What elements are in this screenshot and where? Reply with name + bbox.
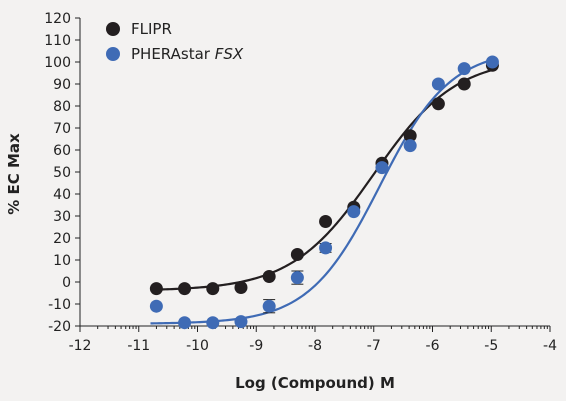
data-point-flipr	[290, 248, 304, 261]
data-point-flipr	[262, 270, 276, 283]
data-point-pherastar-fsx	[234, 315, 248, 329]
legend: FLIPR PHERAstar FSX	[106, 20, 244, 63]
data-point-flipr	[457, 77, 471, 91]
y-tick-label: 70	[53, 121, 71, 137]
legend-marker-flipr	[106, 22, 120, 36]
y-tick-label: 90	[53, 77, 71, 93]
x-tick-label: -6	[426, 338, 440, 354]
x-tick-label: -8	[308, 338, 322, 354]
data-point-pherastar-fsx	[290, 271, 304, 285]
data-point-flipr	[403, 129, 417, 143]
data-point-pherastar-fsx	[431, 77, 445, 91]
y-tick-label: 110	[44, 33, 71, 49]
data-point-pherastar-fsx	[457, 62, 471, 76]
data-point-flipr	[149, 282, 163, 296]
legend-label-pherastar-fsx: PHERAstar FSX	[131, 45, 244, 63]
data-point-pherastar-fsx	[485, 55, 499, 69]
data-point-flipr	[206, 282, 220, 296]
data-point-pherastar-fsx	[262, 299, 276, 313]
data-point-pherastar-fsx	[319, 241, 333, 255]
x-tick-label: -7	[367, 338, 381, 354]
y-tick-label: 120	[44, 11, 71, 27]
y-tick-label: 100	[44, 55, 71, 71]
data-point-pherastar-fsx	[375, 161, 389, 175]
x-tick-label: -4	[543, 338, 557, 354]
data-point-pherastar-fsx	[178, 316, 192, 330]
data-point-pherastar-fsx	[403, 139, 417, 153]
data-point-pherastar-fsx	[347, 205, 361, 219]
y-tick-label: 0	[62, 275, 71, 291]
data-point-pherastar-fsx	[206, 316, 220, 330]
data-point-pherastar-fsx	[149, 299, 163, 313]
x-tick-label: -12	[69, 338, 92, 354]
x-tick-label: -5	[484, 338, 498, 354]
y-tick-label: 50	[53, 165, 71, 181]
data-point-flipr	[178, 282, 192, 296]
data-point-flipr	[234, 281, 248, 294]
data-points	[149, 55, 499, 330]
y-tick-label: -10	[48, 297, 71, 313]
x-tick-label: -9	[249, 338, 263, 354]
y-tick-label: 20	[53, 231, 71, 247]
y-tick-label: 40	[53, 187, 71, 203]
y-axis-title: % EC Max	[5, 133, 23, 215]
y-tick-label: 30	[53, 209, 71, 225]
axes: -20 -10 0 10 20 30 40 50 60 70 80 90 100 110 120 -12 -11…	[44, 11, 557, 354]
y-tick-label: 80	[53, 99, 71, 115]
x-tick-label: -10	[186, 338, 209, 354]
y-tick-label: 10	[53, 253, 71, 269]
y-tick-label: 60	[53, 143, 71, 159]
data-point-flipr	[431, 97, 445, 111]
y-tick-label: -20	[48, 319, 71, 335]
data-point-flipr	[319, 215, 333, 228]
x-axis-title: Log (Compound) M	[235, 374, 395, 392]
legend-marker-pherastar-fsx	[106, 47, 120, 61]
legend-label-flipr: FLIPR	[131, 20, 172, 38]
x-tick-label: -11	[127, 338, 150, 354]
